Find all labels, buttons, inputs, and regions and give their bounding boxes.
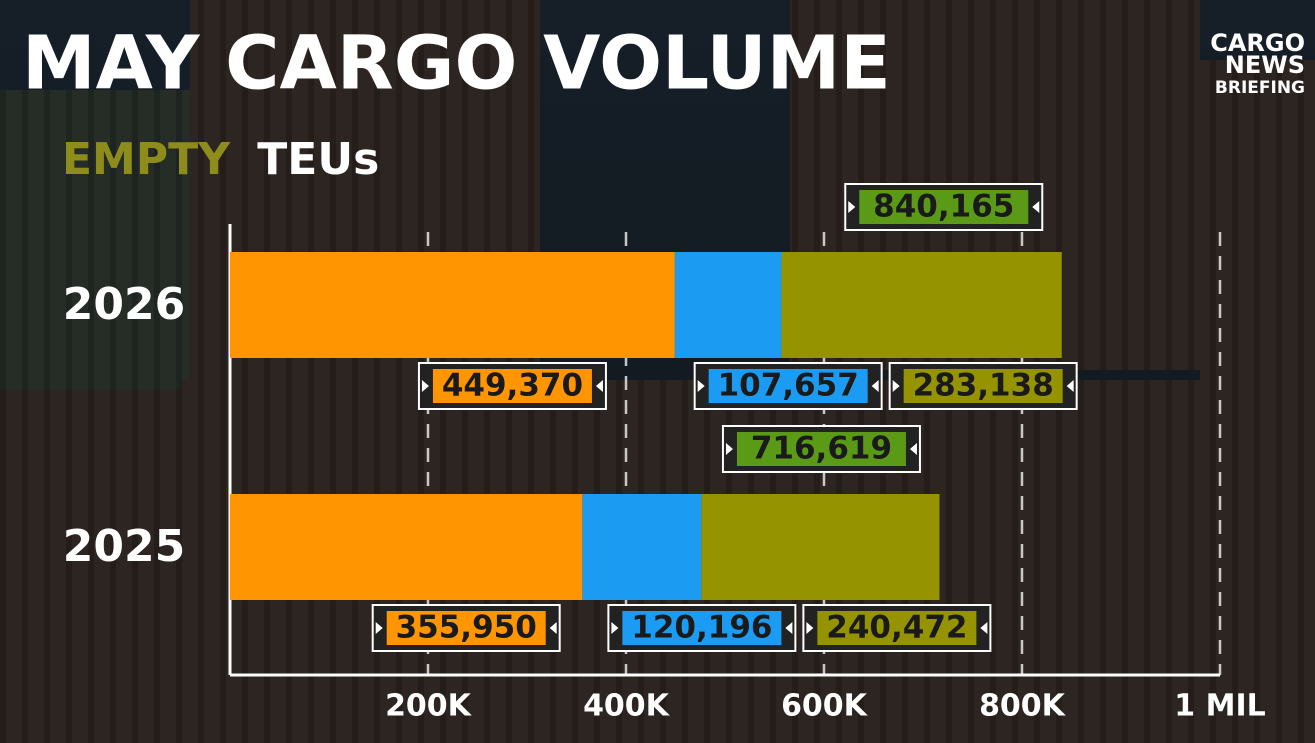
x-tick-label: 800K bbox=[979, 689, 1067, 724]
bar-segment bbox=[230, 252, 675, 358]
segment-label: 107,657 bbox=[693, 362, 883, 410]
segment-label: 120,196 bbox=[607, 604, 797, 652]
x-tick-label: 1 MIL bbox=[1174, 689, 1265, 724]
label-fill bbox=[817, 611, 977, 645]
subtitle-part: EMPTY bbox=[62, 134, 231, 185]
plot: 200K 400K 600K 800K 1 MIL 2026 449,370 107,657 2… bbox=[63, 183, 1266, 724]
logo-text: NEWS bbox=[1225, 51, 1305, 79]
total-label: 716,619 bbox=[721, 425, 921, 473]
bar-segment bbox=[674, 252, 782, 358]
value-label: 840,165 bbox=[873, 189, 1014, 225]
logo-text: BRIEFING bbox=[1215, 78, 1305, 98]
segment-label: 240,472 bbox=[802, 604, 992, 652]
label-fill bbox=[432, 369, 592, 403]
label-fill bbox=[736, 432, 906, 466]
bar-segment bbox=[582, 494, 702, 600]
value-label: 449,370 bbox=[442, 368, 583, 404]
y-tick-label: 2025 bbox=[63, 521, 185, 572]
bar-segment bbox=[781, 252, 1062, 358]
label-fill bbox=[708, 369, 868, 403]
logo-text: CARGO bbox=[1210, 29, 1305, 57]
value-label: 355,950 bbox=[396, 610, 537, 646]
label-fill bbox=[903, 369, 1063, 403]
value-label: 120,196 bbox=[631, 610, 772, 646]
chart-subtitle: EMPTY TEUs bbox=[62, 134, 379, 185]
x-tick-label: 600K bbox=[781, 689, 869, 724]
value-label: 107,657 bbox=[718, 368, 859, 404]
subtitle-part: TEUs bbox=[257, 134, 379, 185]
bar-segment bbox=[230, 494, 583, 600]
value-label: 283,138 bbox=[913, 368, 1054, 404]
label-fill bbox=[859, 190, 1029, 224]
bar-segment bbox=[701, 494, 940, 600]
segment-label: 355,950 bbox=[371, 604, 561, 652]
value-label: 240,472 bbox=[826, 610, 967, 646]
x-tick-label: 200K bbox=[385, 689, 473, 724]
segment-label: 283,138 bbox=[888, 362, 1078, 410]
chart-title: MAY CARGO VOLUME bbox=[22, 21, 891, 107]
y-tick-label: 2026 bbox=[63, 279, 185, 330]
total-label: 840,165 bbox=[844, 183, 1044, 231]
x-tick-label: 400K bbox=[583, 689, 671, 724]
logo: CARGO NEWS BRIEFING bbox=[1210, 29, 1305, 98]
label-fill bbox=[386, 611, 546, 645]
label-fill bbox=[622, 611, 782, 645]
value-label: 716,619 bbox=[751, 431, 892, 467]
segment-label: 449,370 bbox=[417, 362, 607, 410]
